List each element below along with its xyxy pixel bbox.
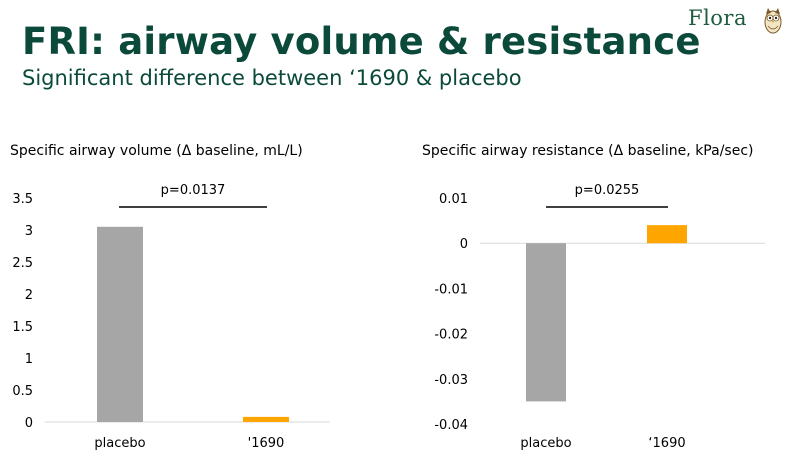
airway-resistance-chart-svg: Specific airway resistance (Δ baseline, … <box>422 143 765 451</box>
volume-p-value: p=0.0137 <box>161 183 226 198</box>
resistance-y-tick-label: -0.03 <box>434 373 468 388</box>
volume-y-tick-label: 3.5 <box>12 192 33 207</box>
volume-category-label: placebo <box>94 436 145 451</box>
resistance-y-tick-label: -0.02 <box>434 328 468 343</box>
logo-text: Flora <box>688 6 747 30</box>
volume-bar-1690 <box>243 416 289 422</box>
owl-icon <box>764 8 782 34</box>
airway-resistance-chart: Specific airway resistance (Δ baseline, … <box>400 130 797 466</box>
airway-volume-chart: Specific airway volume (Δ baseline, mL/L… <box>0 130 400 466</box>
volume-category-label: '1690 <box>248 436 285 451</box>
airway-volume-chart-svg: Specific airway volume (Δ baseline, mL/L… <box>10 143 330 451</box>
volume-chart-title: Specific airway volume (Δ baseline, mL/L… <box>10 143 303 159</box>
volume-y-tick-label: 2 <box>25 288 33 303</box>
slide-title: FRI: airway volume & resistance <box>22 20 701 63</box>
resistance-category-label: placebo <box>520 436 571 451</box>
resistance-y-tick-label: -0.04 <box>434 418 468 433</box>
volume-y-tick-label: 0 <box>25 416 33 431</box>
resistance-bar-placebo <box>526 243 566 402</box>
volume-y-tick-label: 1 <box>25 352 33 367</box>
flora-logo: Flora <box>688 4 788 40</box>
resistance-y-tick-label: 0 <box>460 237 468 252</box>
volume-y-tick-label: 0.5 <box>12 384 33 399</box>
resistance-bar-1690 <box>647 225 687 244</box>
resistance-chart-title: Specific airway resistance (Δ baseline, … <box>422 143 753 159</box>
resistance-category-label: ‘1690 <box>648 436 685 451</box>
resistance-y-tick-label: 0.01 <box>439 192 468 207</box>
volume-y-tick-label: 2.5 <box>12 256 33 271</box>
volume-y-tick-label: 1.5 <box>12 320 33 335</box>
slide-subtitle: Significant difference between ‘1690 & p… <box>22 66 522 90</box>
volume-bar-placebo <box>97 226 143 422</box>
volume-y-tick-label: 3 <box>25 224 33 239</box>
resistance-y-tick-label: -0.01 <box>434 282 468 297</box>
resistance-p-value: p=0.0255 <box>575 183 640 198</box>
